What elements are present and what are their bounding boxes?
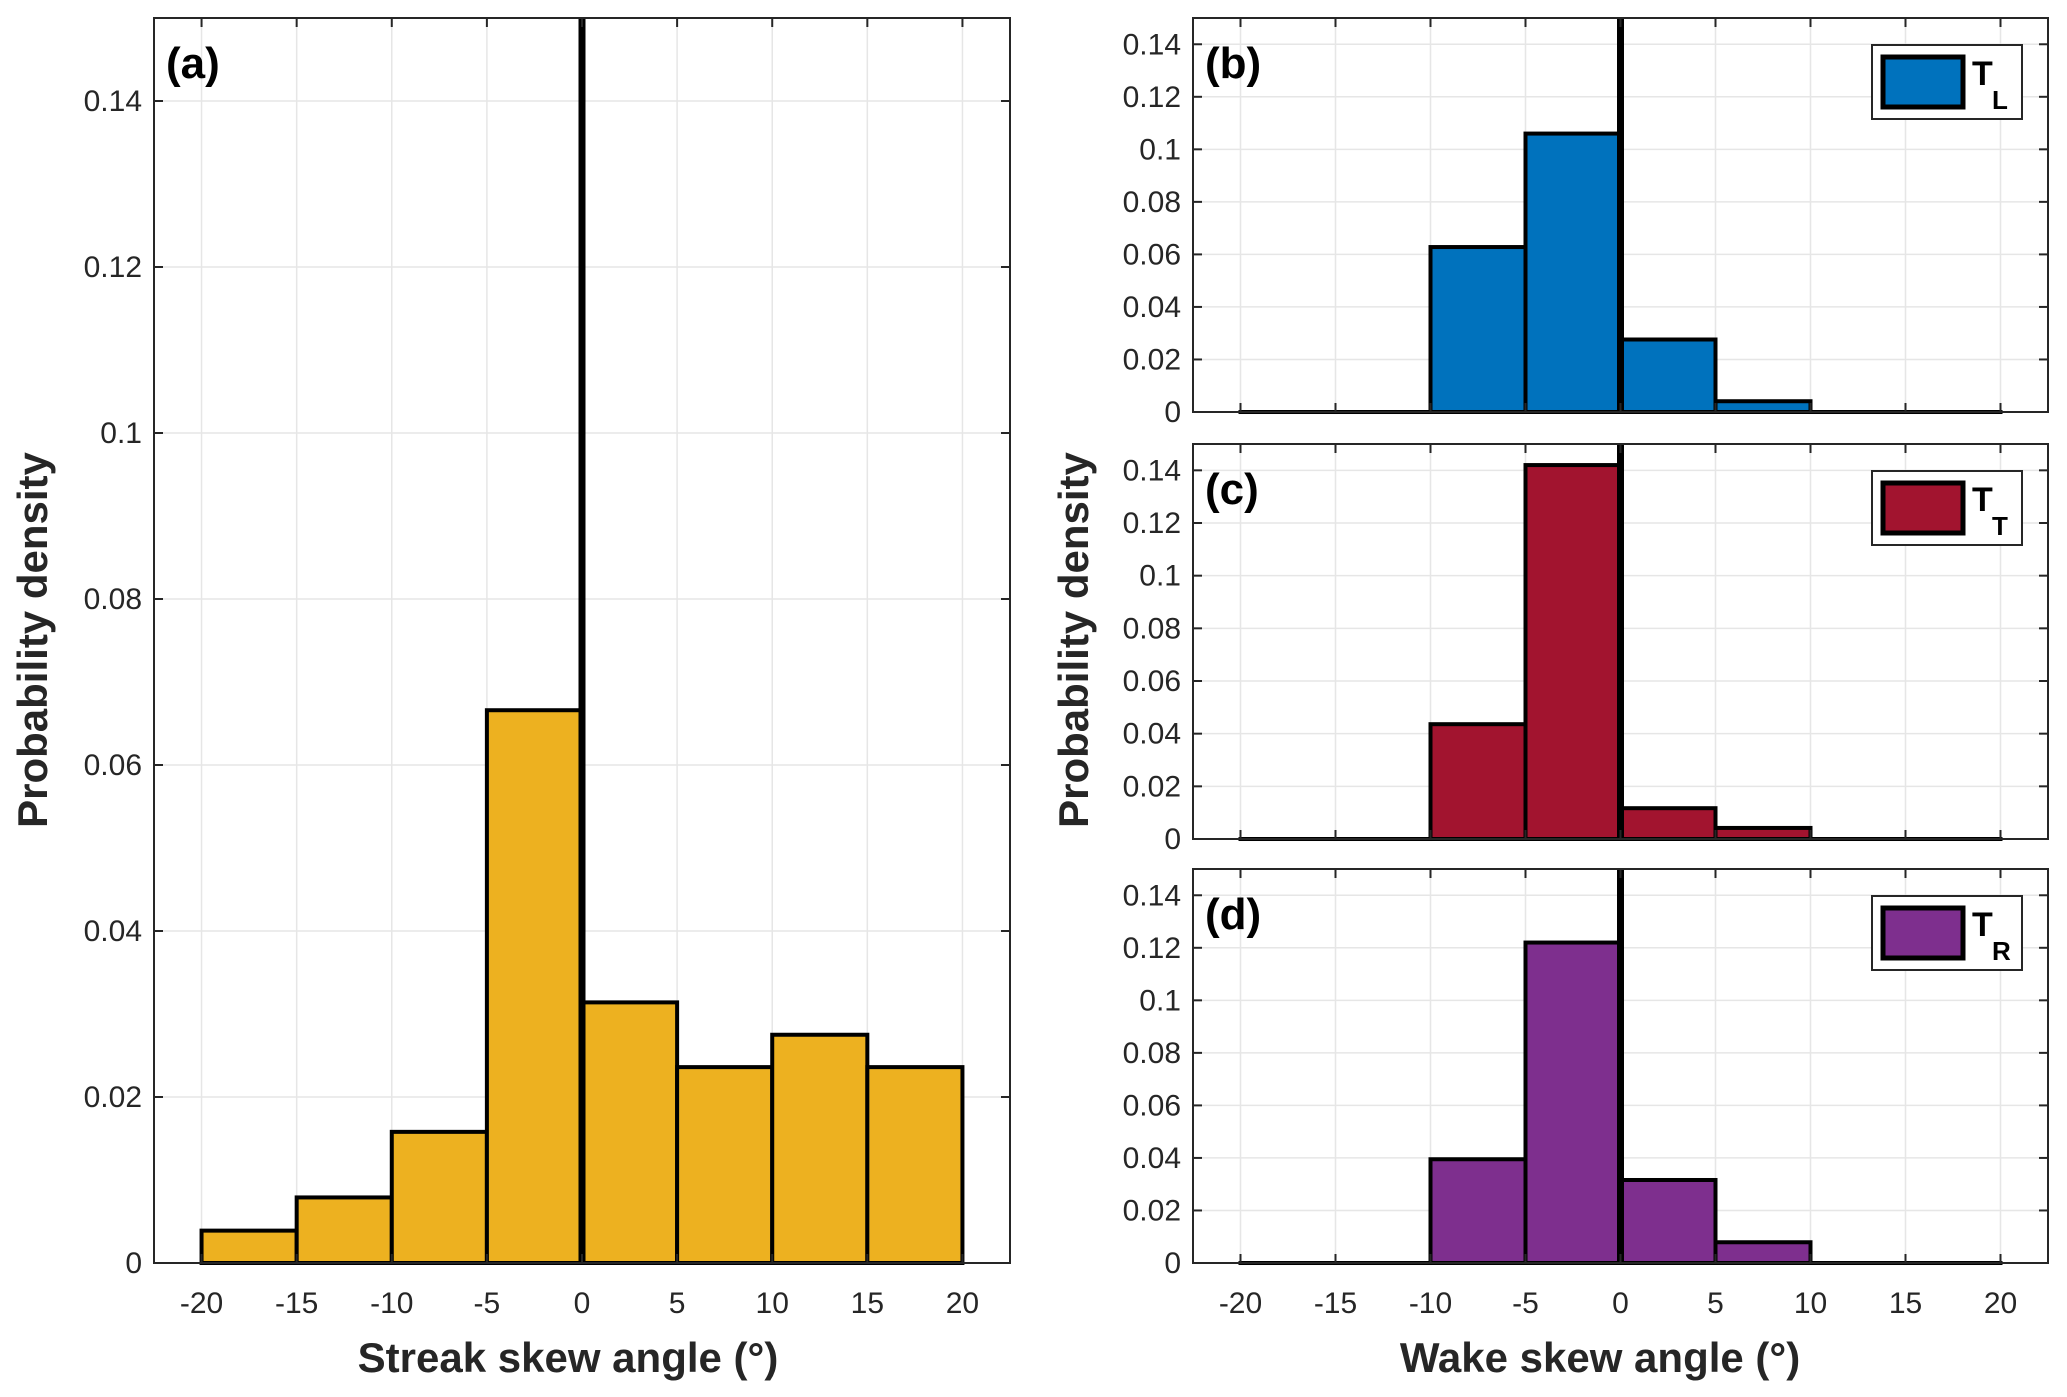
y-tick-label: 0	[1164, 1247, 1181, 1280]
y-tick-label: 0.12	[1123, 81, 1181, 114]
histogram-bar	[484, 708, 584, 1265]
y-tick-label: 0.14	[84, 85, 142, 118]
x-tick-label: -20	[180, 1287, 223, 1320]
y-tick-label: 0.02	[1123, 770, 1181, 803]
legend-subscript: T	[1992, 511, 2008, 541]
legend: TR	[1871, 895, 2023, 971]
x-tick-label: 0	[574, 1287, 591, 1320]
x-tick-label: 0	[1612, 1287, 1629, 1320]
panel-label: (a)	[166, 39, 220, 88]
legend-label: T	[1972, 55, 1993, 93]
x-tick-label: 5	[669, 1287, 686, 1320]
y-tick-label: 0.1	[100, 417, 142, 450]
x-axis-label-left: Streak skew angle (°)	[358, 1334, 779, 1381]
y-tick-label: 0	[125, 1247, 142, 1280]
y-tick-label: 0.08	[1123, 186, 1181, 219]
panel-b: 0 0.02 0.04 0.06 0.08 0.1 0.12 0.14 (b) TL	[1123, 17, 2049, 429]
legend-label: T	[1972, 906, 1993, 944]
legend-swatch	[1880, 905, 1966, 961]
legend-label: T	[1972, 481, 1993, 519]
histogram-bar	[1713, 825, 1813, 842]
panel-label: (d)	[1205, 890, 1261, 939]
x-tick-label: -5	[474, 1287, 501, 1320]
legend: TL	[1871, 44, 2023, 120]
x-tick-label: 15	[1889, 1287, 1922, 1320]
y-tick-label: 0.12	[1123, 507, 1181, 540]
histogram-bar	[770, 1032, 870, 1265]
histogram-bar	[1523, 463, 1623, 841]
histogram-bar	[1428, 245, 1528, 414]
y-tick-label: 0.04	[1123, 1142, 1181, 1175]
y-tick-label: 0.1	[1139, 560, 1181, 593]
y-tick-label: 0.02	[84, 1081, 142, 1114]
x-tick-label: -20	[1219, 1287, 1262, 1320]
y-tick-label: 0.06	[1123, 1089, 1181, 1122]
panel-c: 0 0.02 0.04 0.06 0.08 0.1 0.12 0.14 (c) TT	[1123, 443, 2049, 856]
legend-swatch	[1880, 480, 1966, 536]
x-tick-label: 10	[1794, 1287, 1827, 1320]
y-tick-label: 0.06	[1123, 238, 1181, 271]
y-tick-label: 0.14	[1123, 28, 1181, 61]
x-tick-label: -5	[1512, 1287, 1539, 1320]
histogram-bar	[389, 1129, 489, 1265]
legend: TT	[1871, 470, 2023, 546]
y-axis-label-right: Probability density	[1050, 451, 1097, 827]
y-tick-label: 0.06	[84, 749, 142, 782]
x-tick-label: 15	[851, 1287, 884, 1320]
x-tick-label: 5	[1707, 1287, 1724, 1320]
y-tick-label: 0.02	[1123, 1194, 1181, 1227]
legend-subscript: L	[1992, 85, 2008, 115]
histogram-bar	[1428, 1157, 1528, 1266]
panel-a: 0 0.02 0.04 0.06 0.08 0.1 0.12 0.14 -20 -15 -10 -5 0…	[84, 17, 1011, 1320]
x-tick-label: 20	[1984, 1287, 2017, 1320]
panel-label: (b)	[1205, 39, 1261, 88]
legend-swatch	[1880, 54, 1966, 110]
y-tick-label: 0.12	[1123, 932, 1181, 965]
y-tick-label: 0.12	[84, 251, 142, 284]
y-tick-label: 0.08	[84, 583, 142, 616]
histogram-bar	[1523, 131, 1623, 414]
y-axis-label-left: Probability density	[9, 451, 56, 827]
histogram-bar	[1713, 399, 1813, 414]
histogram-bar	[1523, 940, 1623, 1266]
panels: 0 0.02 0.04 0.06 0.08 0.1 0.12 0.14 -20 -15 -10 -5 0…	[84, 17, 2049, 1320]
x-tick-label: -15	[275, 1287, 318, 1320]
x-tick-label: -10	[1409, 1287, 1452, 1320]
x-tick-label: -10	[370, 1287, 413, 1320]
panel-d: 0 0.02 0.04 0.06 0.08 0.1 0.12 0.14 -20 -15 -10 -5 0…	[1123, 868, 2049, 1320]
y-tick-label: 0.08	[1123, 612, 1181, 645]
histogram-bar	[294, 1195, 394, 1266]
y-tick-label: 0.06	[1123, 665, 1181, 698]
legend-subscript: R	[1992, 936, 2011, 966]
histogram-bar	[1618, 1177, 1718, 1265]
histogram-bar	[580, 1000, 680, 1265]
y-tick-label: 0	[1164, 396, 1181, 429]
y-tick-label: 0.08	[1123, 1037, 1181, 1070]
y-tick-label: 0	[1164, 823, 1181, 856]
x-tick-label: 20	[946, 1287, 979, 1320]
histogram-bar	[1428, 722, 1528, 841]
histogram-bar	[1618, 806, 1718, 842]
x-axis-label-right: Wake skew angle (°)	[1400, 1334, 1800, 1381]
histogram-bar	[1618, 337, 1718, 414]
y-tick-label: 0.14	[1123, 879, 1181, 912]
y-tick-label: 0.04	[1123, 291, 1181, 324]
histogram-bar	[675, 1065, 775, 1265]
histogram-bar	[199, 1228, 299, 1266]
y-tick-label: 0.1	[1139, 984, 1181, 1017]
x-tick-label: 10	[756, 1287, 789, 1320]
y-tick-label: 0.04	[1123, 718, 1181, 751]
histogram-bar	[865, 1065, 965, 1265]
panel-label: (c)	[1205, 465, 1259, 514]
y-tick-label: 0.04	[84, 915, 142, 948]
y-tick-label: 0.14	[1123, 454, 1181, 487]
y-tick-label: 0.1	[1139, 133, 1181, 166]
y-tick-label: 0.02	[1123, 343, 1181, 376]
histogram-bar	[1713, 1240, 1813, 1266]
x-tick-label: -15	[1314, 1287, 1357, 1320]
